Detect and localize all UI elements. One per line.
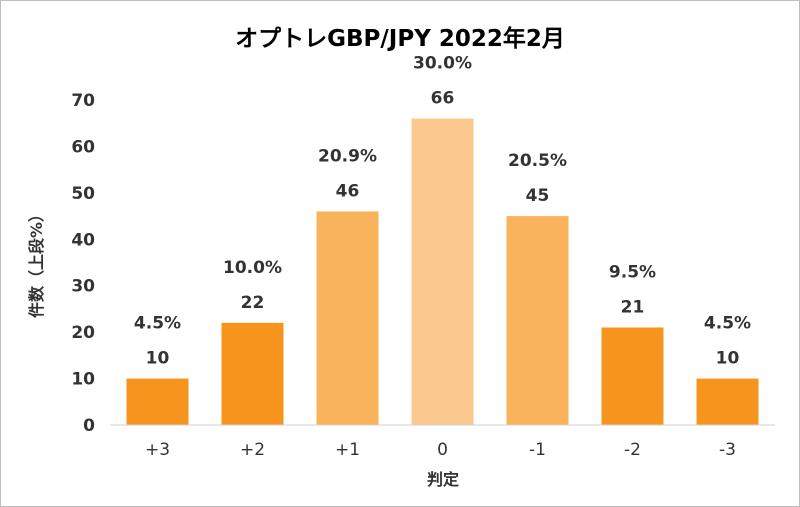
y-tick-label: 10 (71, 370, 95, 390)
bar (316, 211, 379, 425)
bar (411, 118, 474, 426)
bar-percent-label: 4.5% (134, 314, 181, 334)
bar-value-label: 10 (716, 349, 740, 369)
x-axis: +3 +2 +1 0 -1 -2 -3 (110, 424, 775, 460)
chart-title: オプトレGBP/JPY 2022年2月 (235, 25, 565, 52)
bar (696, 378, 759, 425)
bar-value-label: 10 (146, 349, 170, 369)
x-axis-title: 判定 (427, 470, 459, 489)
bar-percent-label: 4.5% (704, 314, 751, 334)
x-tick-label: 0 (437, 440, 448, 460)
y-tick-label: 30 (71, 277, 95, 297)
bar-value-label: 66 (431, 89, 455, 109)
bar-percent-label: 20.5% (508, 151, 567, 171)
y-tick-label: 50 (71, 184, 95, 204)
bar-percent-label: 20.9% (318, 146, 377, 166)
bar (601, 327, 664, 425)
x-tick-label: -1 (529, 440, 546, 460)
data-labels: 10 4.5% 22 10.0% 46 20.9% 66 30.0% 45 20.5% 21 9.5%… (134, 54, 751, 369)
y-tick-label: 20 (71, 323, 95, 343)
bar (126, 378, 189, 425)
x-tick-label: +2 (240, 440, 265, 460)
y-axis: 0 10 20 30 40 50 60 70 (71, 91, 95, 436)
bar-value-label: 21 (621, 298, 645, 318)
x-tick-label: +1 (335, 440, 360, 460)
y-tick-label: 70 (71, 91, 95, 111)
x-tick-label: -3 (719, 440, 736, 460)
bar-value-label: 22 (241, 293, 265, 313)
y-tick-label: 40 (71, 230, 95, 250)
y-axis-title: 件数（上段%） (27, 206, 46, 318)
bar-percent-label: 9.5% (609, 263, 656, 283)
bar-value-label: 46 (336, 181, 360, 201)
bars (126, 118, 759, 426)
y-tick-label: 60 (71, 137, 95, 157)
y-tick-label: 0 (83, 416, 95, 436)
bar-value-label: 45 (526, 186, 550, 206)
bar-percent-label: 30.0% (413, 54, 472, 74)
x-tick-label: +3 (145, 440, 170, 460)
x-tick-label: -2 (624, 440, 641, 460)
bar-percent-label: 10.0% (223, 258, 282, 278)
bar (221, 322, 284, 425)
bar (506, 216, 569, 425)
